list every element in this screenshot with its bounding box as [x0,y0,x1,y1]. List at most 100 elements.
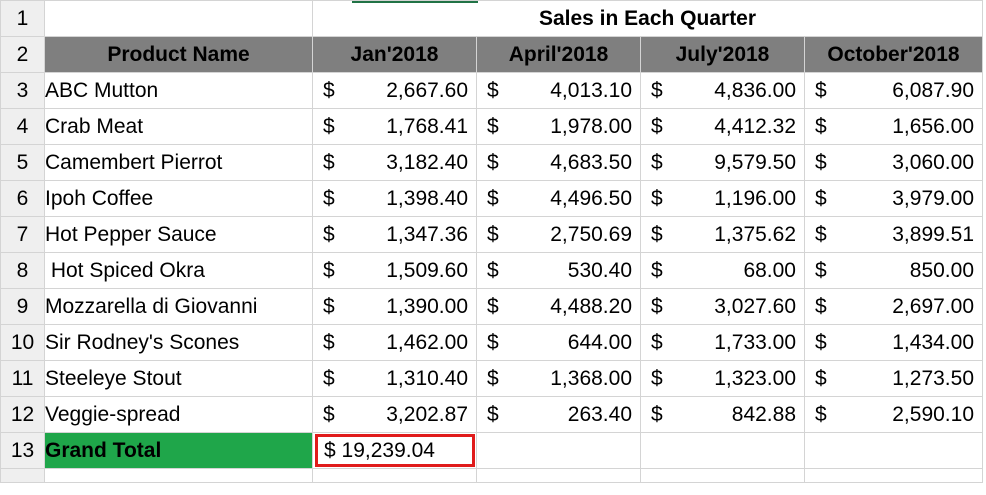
sales-cell-april-2018[interactable]: $4,013.10 [476,72,641,109]
currency-symbol: $ [487,258,499,282]
sales-cell-october-2018[interactable]: $1,273.50 [804,360,983,397]
header-jan-2018[interactable]: Jan'2018 [312,36,477,73]
product-name-cell[interactable]: Camembert Pierrot [44,144,313,181]
sales-cell-july-2018[interactable]: $1,323.00 [640,360,805,397]
grand-total-label[interactable]: Grand Total [44,432,313,469]
sales-cell-jan-2018[interactable]: $1,347.36 [312,216,477,253]
currency-symbol: $ [815,186,827,210]
sales-cell-jan-2018[interactable]: $1,398.40 [312,180,477,217]
sales-cell-october-2018[interactable]: $6,087.90 [804,72,983,109]
sales-cell-april-2018[interactable]: $1,368.00 [476,360,641,397]
sales-cell-jan-2018[interactable]: $1,768.41 [312,108,477,145]
sales-cell-october-2018[interactable]: $2,697.00 [804,288,983,325]
product-name-cell[interactable]: Hot Pepper Sauce [44,216,313,253]
empty-cell[interactable] [44,468,313,483]
product-name-cell[interactable]: ABC Mutton [44,72,313,109]
sales-cell-jan-2018[interactable]: $2,667.60 [312,72,477,109]
empty-cell[interactable] [640,468,805,483]
sheet-title[interactable]: Sales in Each Quarter [312,0,983,37]
sales-cell-jan-2018[interactable]: $1,390.00 [312,288,477,325]
row-header[interactable]: 4 [0,108,45,145]
sales-cell-jan-2018[interactable]: $3,202.87 [312,396,477,433]
product-name-cell[interactable]: Mozzarella di Giovanni [44,288,313,325]
row-header[interactable]: 11 [0,360,45,397]
empty-cell[interactable] [804,432,983,469]
sales-amount: 1,656.00 [892,114,974,138]
sales-amount: 644.00 [567,330,632,354]
product-name-cell[interactable]: Crab Meat [44,108,313,145]
currency-symbol: $ [815,222,827,246]
sales-cell-april-2018[interactable]: $1,978.00 [476,108,641,145]
product-name-cell[interactable]: Steeleye Stout [44,360,313,397]
sales-cell-july-2018[interactable]: $842.88 [640,396,805,433]
sales-cell-april-2018[interactable]: $2,750.69 [476,216,641,253]
row-header[interactable]: 7 [0,216,45,253]
sales-cell-july-2018[interactable]: $4,412.32 [640,108,805,145]
sales-cell-jan-2018[interactable]: $1,310.40 [312,360,477,397]
sales-amount: 1,273.50 [892,366,974,390]
sales-cell-july-2018[interactable]: $1,733.00 [640,324,805,361]
product-name-cell[interactable]: Sir Rodney's Scones [44,324,313,361]
currency-symbol: $ [323,366,335,390]
row-header[interactable] [0,468,45,483]
sales-cell-october-2018[interactable]: $850.00 [804,252,983,289]
sales-cell-july-2018[interactable]: $1,375.62 [640,216,805,253]
product-name-cell[interactable]: Veggie-spread [44,396,313,433]
cell-a1[interactable] [44,0,313,37]
header-april-2018[interactable]: April'2018 [476,36,641,73]
row-header[interactable]: 5 [0,144,45,181]
empty-cell[interactable] [476,432,641,469]
currency-symbol: $ [487,294,499,318]
sales-amount: 4,836.00 [714,78,796,102]
header-july-2018[interactable]: July'2018 [640,36,805,73]
currency-symbol: $ [487,366,499,390]
empty-cell[interactable] [312,468,477,483]
sales-cell-april-2018[interactable]: $4,488.20 [476,288,641,325]
sales-cell-july-2018[interactable]: $4,836.00 [640,72,805,109]
currency-symbol: $ [815,330,827,354]
row-header[interactable]: 1 [0,0,45,37]
sales-cell-april-2018[interactable]: $263.40 [476,396,641,433]
sales-cell-july-2018[interactable]: $68.00 [640,252,805,289]
sales-cell-october-2018[interactable]: $3,060.00 [804,144,983,181]
row-header[interactable]: 6 [0,180,45,217]
grand-total-cell[interactable]: $ 19,239.04 [312,432,477,469]
row-header[interactable]: 10 [0,324,45,361]
currency-symbol: $ [323,78,335,102]
sales-cell-july-2018[interactable]: $9,579.50 [640,144,805,181]
sales-cell-july-2018[interactable]: $3,027.60 [640,288,805,325]
row-header[interactable]: 12 [0,396,45,433]
sales-cell-october-2018[interactable]: $3,899.51 [804,216,983,253]
sales-amount: 1,347.36 [386,222,468,246]
sales-cell-october-2018[interactable]: $1,434.00 [804,324,983,361]
sales-cell-october-2018[interactable]: $2,590.10 [804,396,983,433]
sales-amount: 3,899.51 [892,222,974,246]
product-name-cell[interactable]: Hot Spiced Okra [44,252,313,289]
header-october-2018[interactable]: October'2018 [804,36,983,73]
sales-cell-jan-2018[interactable]: $1,462.00 [312,324,477,361]
grand-total-value: $ 19,239.04 [324,438,435,462]
sales-cell-april-2018[interactable]: $4,496.50 [476,180,641,217]
row-header[interactable]: 2 [0,36,45,73]
empty-cell[interactable] [640,432,805,469]
sales-cell-jan-2018[interactable]: $1,509.60 [312,252,477,289]
sales-amount: 3,182.40 [386,150,468,174]
sales-cell-july-2018[interactable]: $1,196.00 [640,180,805,217]
product-name-cell[interactable]: Ipoh Coffee [44,180,313,217]
header-product-name[interactable]: Product Name [44,36,313,73]
sales-cell-april-2018[interactable]: $4,683.50 [476,144,641,181]
empty-cell[interactable] [476,468,641,483]
sales-cell-october-2018[interactable]: $3,979.00 [804,180,983,217]
sales-cell-october-2018[interactable]: $1,656.00 [804,108,983,145]
sales-amount: 1,509.60 [386,258,468,282]
sales-cell-april-2018[interactable]: $530.40 [476,252,641,289]
sales-cell-jan-2018[interactable]: $3,182.40 [312,144,477,181]
row-header[interactable]: 9 [0,288,45,325]
row-header[interactable]: 8 [0,252,45,289]
sales-amount: 3,202.87 [386,402,468,426]
sales-amount: 1,733.00 [714,330,796,354]
row-header[interactable]: 13 [0,432,45,469]
sales-cell-april-2018[interactable]: $644.00 [476,324,641,361]
row-header[interactable]: 3 [0,72,45,109]
empty-cell[interactable] [804,468,983,483]
